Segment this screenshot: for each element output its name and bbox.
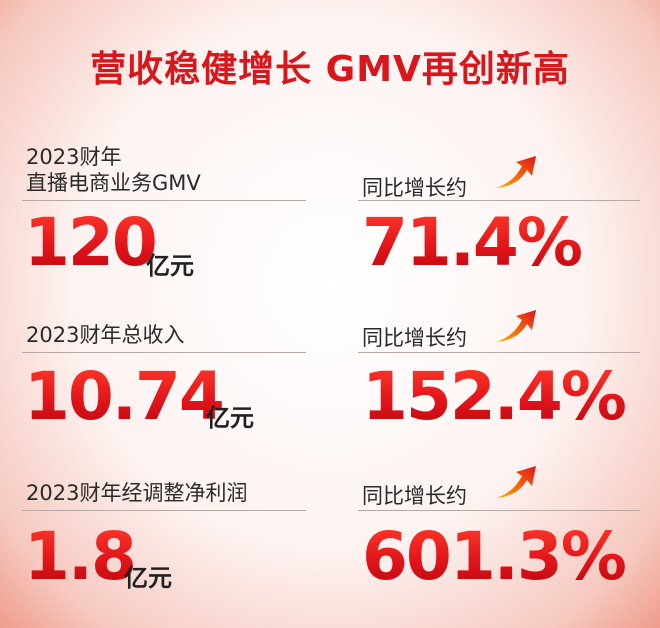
metric-value: 120 <box>24 204 158 281</box>
metric-value: 10.74 <box>24 358 225 435</box>
divider <box>22 510 306 511</box>
divider <box>358 510 640 511</box>
metric-label: 2023财年 <box>26 145 122 169</box>
growth-label: 同比增长约 <box>362 326 467 350</box>
metric-label: 2023财年经调整净利润 <box>26 481 248 505</box>
divider <box>22 200 306 201</box>
divider <box>358 352 640 353</box>
metric-unit: 亿元 <box>206 404 254 432</box>
growth-value: 152.4% <box>362 358 627 435</box>
growth-value: 71.4% <box>362 204 583 281</box>
up-arrow <box>496 156 536 188</box>
metric-unit: 亿元 <box>146 252 194 280</box>
metric-unit: 亿元 <box>124 564 172 592</box>
divider <box>22 352 306 353</box>
growth-label: 同比增长约 <box>362 176 467 200</box>
growth-value: 601.3% <box>362 518 627 595</box>
up-arrow <box>496 310 536 342</box>
growth-label: 同比增长约 <box>362 484 467 508</box>
divider <box>358 200 640 201</box>
metric-value: 1.8 <box>24 518 137 595</box>
title: 营收稳健增长 GMV再创新高 <box>90 49 570 90</box>
metric-label: 2023财年总收入 <box>26 323 185 347</box>
metric-label: 直播电商业务GMV <box>26 171 201 195</box>
up-arrow <box>496 466 536 498</box>
